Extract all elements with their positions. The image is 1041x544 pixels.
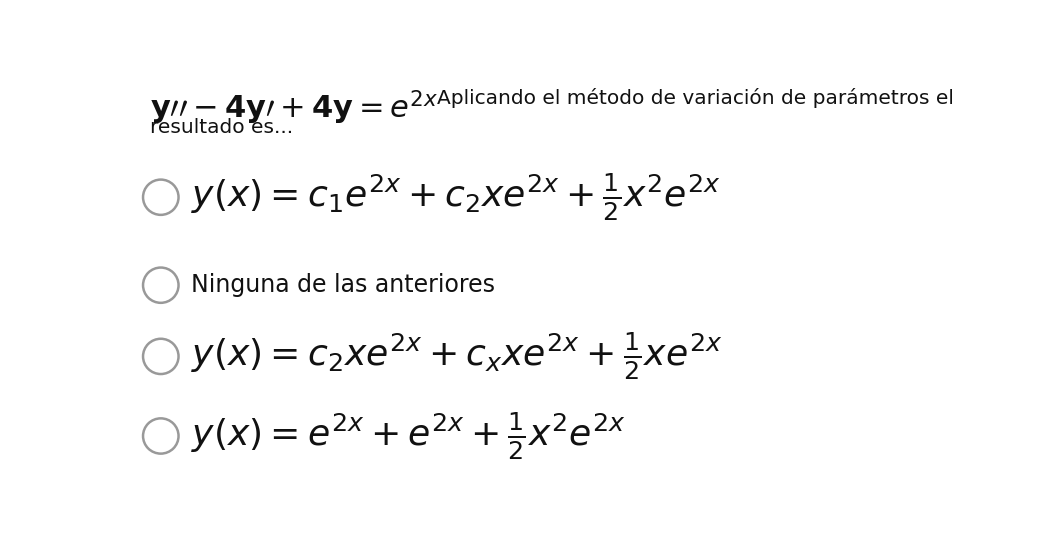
Text: Aplicando el método de variación de parámetros el: Aplicando el método de variación de pará…: [437, 88, 954, 108]
Text: $y(x) = e^{2x} + e^{2x} + \frac{1}{2} x^2 e^{2x}$: $y(x) = e^{2x} + e^{2x} + \frac{1}{2} x^…: [191, 410, 626, 462]
Text: $\mathbf{y\prime\prime}-\mathbf{4y\prime}+\mathbf{4y} = e^{2x}$: $\mathbf{y\prime\prime}-\mathbf{4y\prime…: [150, 88, 438, 127]
Text: resultado es...: resultado es...: [150, 118, 294, 137]
Text: $y(x) = c_2 x e^{2x} + c_x x e^{2x} + \frac{1}{2} x e^{2x}$: $y(x) = c_2 x e^{2x} + c_x x e^{2x} + \f…: [191, 331, 722, 382]
Text: Ninguna de las anteriores: Ninguna de las anteriores: [191, 273, 494, 297]
Text: $y(x) = c_1 e^{2x} + c_2 x e^{2x} + \frac{1}{2} x^2 e^{2x}$: $y(x) = c_1 e^{2x} + c_2 x e^{2x} + \fra…: [191, 171, 720, 223]
